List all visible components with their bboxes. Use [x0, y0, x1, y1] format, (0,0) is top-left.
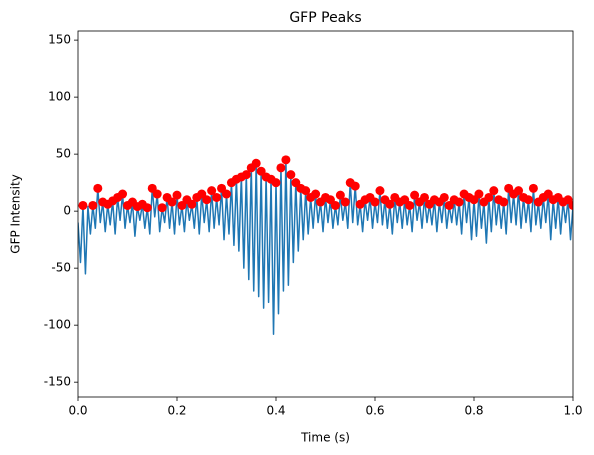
x-tick-label: 0.0 — [68, 404, 87, 418]
peak-marker — [271, 178, 281, 188]
peak-marker — [152, 189, 162, 199]
y-tick-label: -100 — [44, 318, 71, 332]
y-tick-label: -150 — [44, 375, 71, 389]
peak-marker — [187, 199, 197, 209]
peak-marker — [499, 197, 509, 207]
peak-marker — [118, 189, 128, 199]
peak-marker — [523, 195, 533, 205]
x-tick-label: 0.4 — [266, 404, 285, 418]
y-tick-label: -50 — [51, 261, 71, 275]
peak-marker — [88, 200, 98, 210]
peak-marker — [405, 200, 415, 210]
peak-marker — [474, 189, 484, 199]
peak-marker — [528, 183, 538, 193]
peak-marker — [93, 183, 103, 193]
peak-marker — [142, 203, 152, 213]
y-tick-label: 100 — [48, 90, 71, 104]
peak-marker — [251, 158, 261, 168]
peak-marker — [514, 186, 524, 196]
x-axis-label: Time (s) — [300, 431, 350, 445]
peak-marker — [370, 197, 380, 207]
peak-marker — [410, 190, 420, 200]
peak-marker — [276, 163, 286, 173]
peak-marker — [330, 200, 340, 210]
peak-marker — [202, 195, 212, 205]
peak-marker — [207, 186, 217, 196]
chart-title: GFP Peaks — [289, 10, 361, 26]
y-tick-label: 150 — [48, 33, 71, 47]
peak-marker — [335, 190, 345, 200]
x-tick-label: 1.0 — [563, 404, 582, 418]
plot-area — [78, 155, 573, 336]
x-tick-label: 0.2 — [167, 404, 186, 418]
peak-marker — [241, 170, 251, 180]
peak-marker — [167, 197, 177, 207]
peak-marker — [286, 170, 296, 180]
peak-marker — [212, 192, 222, 202]
axes-frame — [77, 30, 574, 398]
x-tick-label: 0.8 — [464, 404, 483, 418]
peak-marker — [489, 186, 499, 196]
peak-marker — [454, 197, 464, 207]
peak-marker — [375, 186, 385, 196]
peak-marker — [311, 189, 321, 199]
peak-marker — [484, 192, 494, 202]
y-tick-label: 50 — [56, 147, 71, 161]
peak-marker — [78, 200, 88, 210]
y-axis-label: GFP Intensity — [9, 174, 23, 253]
peak-marker — [350, 181, 360, 191]
peak-marker — [157, 203, 167, 213]
peak-marker — [385, 199, 395, 209]
peak-marker — [172, 190, 182, 200]
peak-marker — [222, 189, 231, 199]
peak-marker — [281, 155, 291, 165]
peak-marker — [439, 192, 449, 202]
peak-marker — [420, 192, 429, 202]
peak-marker — [340, 197, 350, 207]
peak-marker — [568, 200, 573, 210]
y-tick-label: 0 — [63, 204, 71, 218]
x-tick-label: 0.6 — [365, 404, 384, 418]
peak-marker — [301, 186, 311, 196]
